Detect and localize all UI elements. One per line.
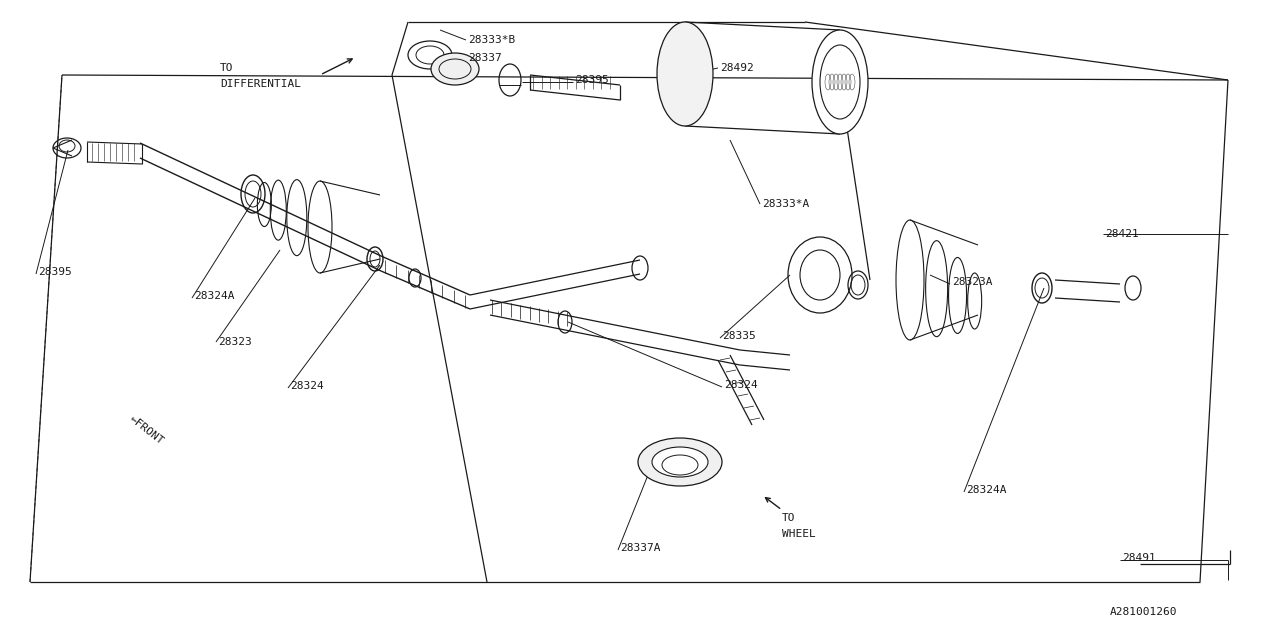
Ellipse shape [431,53,479,85]
Text: DIFFERENTIAL: DIFFERENTIAL [220,79,301,89]
Text: 28335: 28335 [722,331,755,341]
Text: 28324: 28324 [724,380,758,390]
Text: A281001260: A281001260 [1110,607,1178,617]
Text: 28333*B: 28333*B [468,35,516,45]
Text: 28337: 28337 [468,53,502,63]
Ellipse shape [637,438,722,486]
Ellipse shape [652,447,708,477]
Text: 28337A: 28337A [620,543,660,553]
Text: 28324A: 28324A [966,485,1006,495]
Text: 28323A: 28323A [952,277,992,287]
Text: TO: TO [220,63,233,73]
Text: 28491: 28491 [1123,553,1156,563]
Text: 28395: 28395 [38,267,72,277]
Text: 28324: 28324 [291,381,324,391]
Text: 28395: 28395 [575,75,609,85]
Text: 28492: 28492 [721,63,754,73]
Text: 28324A: 28324A [195,291,234,301]
Text: ⇐FRONT: ⇐FRONT [127,414,165,447]
Text: 28421: 28421 [1105,229,1139,239]
Text: 28333*A: 28333*A [762,199,809,209]
Text: 28323: 28323 [218,337,252,347]
Text: TO: TO [782,513,795,523]
Ellipse shape [812,30,868,134]
Text: WHEEL: WHEEL [782,529,815,539]
Ellipse shape [657,22,713,126]
